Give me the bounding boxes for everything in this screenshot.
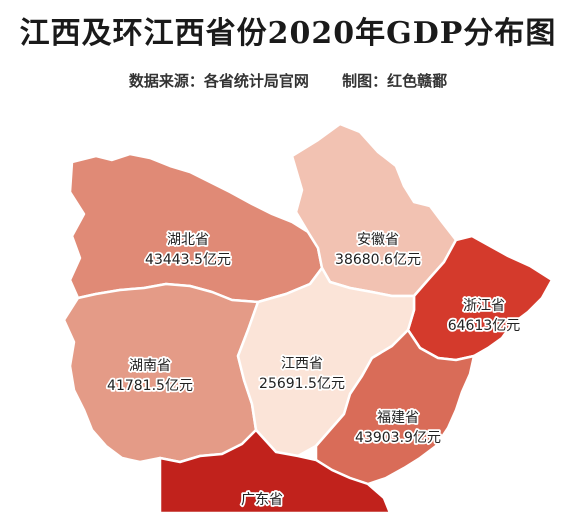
- label-guangdong: 广东省: [239, 490, 285, 510]
- province-hubei: [68, 152, 324, 304]
- province-name-anhui: 安徽省: [357, 232, 399, 248]
- province-gdp-jiangxi: 25691.5亿元: [259, 376, 345, 392]
- province-name-zhejiang: 浙江省: [463, 298, 505, 314]
- label-zhejiang: 浙江省 64613亿元: [446, 296, 522, 336]
- province-name-guangdong: 广东省: [241, 492, 283, 508]
- province-gdp-zhejiang: 64613亿元: [448, 318, 521, 334]
- label-fujian: 福建省 43903.9亿元: [353, 408, 442, 448]
- province-gdp-hunan: 41781.5亿元: [107, 378, 193, 394]
- data-source: 数据来源：各省统计局官网: [128, 72, 309, 90]
- label-hunan: 湖南省 41781.5亿元: [105, 356, 194, 396]
- page-title: 江西及环江西省份2020年GDP分布图: [19, 16, 557, 51]
- province-gdp-fujian: 43903.9亿元: [355, 430, 441, 446]
- province-name-jiangxi: 江西省: [281, 356, 323, 372]
- province-name-hubei: 湖北省: [167, 232, 209, 248]
- label-hubei: 湖北省 43443.5亿元: [143, 230, 232, 270]
- label-jiangxi: 江西省 25691.5亿元: [257, 354, 346, 394]
- province-gdp-anhui: 38680.6亿元: [335, 252, 421, 268]
- province-fujian: [314, 328, 476, 486]
- subtitle: 数据来源：各省统计局官网 制图：红色赣鄱: [0, 70, 576, 91]
- province-name-hunan: 湖南省: [129, 358, 171, 374]
- province-name-fujian: 福建省: [377, 410, 419, 426]
- province-guangdong: [158, 428, 392, 513]
- label-anhui: 安徽省 38680.6亿元: [333, 230, 422, 270]
- map-author: 制图：红色赣鄱: [342, 72, 448, 90]
- province-gdp-hubei: 43443.5亿元: [145, 252, 231, 268]
